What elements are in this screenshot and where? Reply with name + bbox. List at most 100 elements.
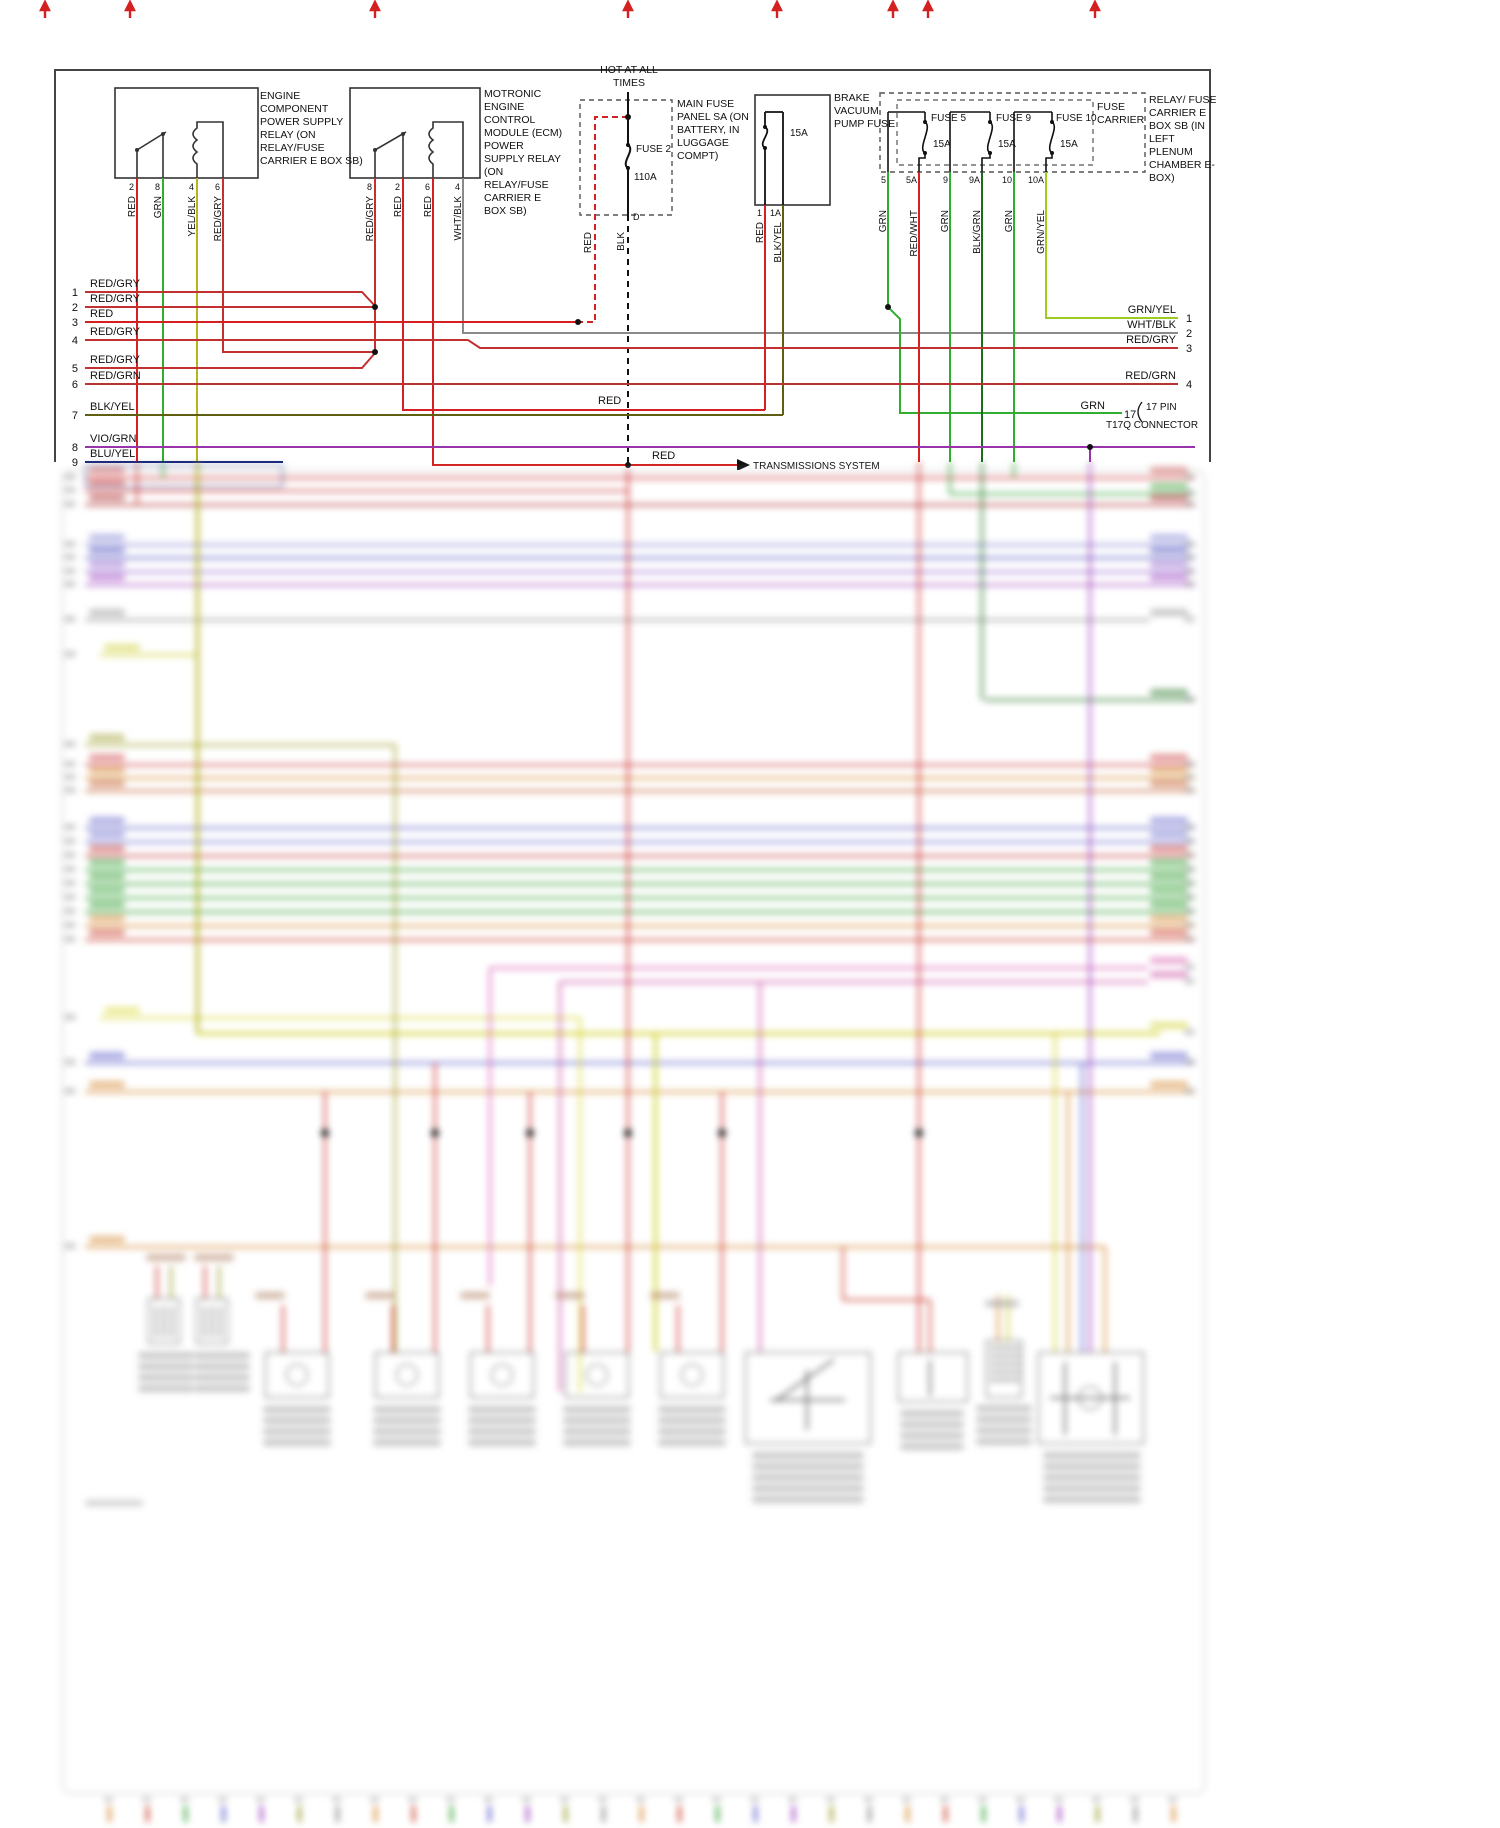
blurred-component-symbol [586, 1364, 608, 1386]
blurred-label-blob [446, 1797, 455, 1802]
blurred-label-blob [64, 922, 76, 928]
blurred-label-blob [636, 1797, 645, 1802]
fuse-name: FUSE 9 [996, 113, 1031, 124]
pin-label: 9A [969, 175, 980, 185]
blurred-label-blob [256, 1797, 265, 1802]
blurred-label-blob [902, 1797, 911, 1802]
blurred-wire [85, 777, 1195, 779]
right-pin-label: WHT/BLK [1127, 319, 1177, 331]
blurred-label-blob [976, 1427, 1032, 1434]
connector-name: T17Q CONNECTOR [1106, 420, 1198, 431]
wire-color-labels: RED GRN YEL/BLK RED/GRY RED/GRY RED RED … [127, 196, 1047, 263]
blurred-junction-dot [526, 1129, 534, 1137]
engine-relay-box [114, 87, 259, 179]
blurred-label-blob [138, 1385, 194, 1392]
left-pin-rows: 1 RED/GRY 2 RED/GRY 3 RED 4 RED/GRY 5 RE… [72, 278, 141, 469]
left-pin-number: 1 [72, 287, 78, 299]
blurred-wire [806, 1370, 808, 1430]
blurred-label-blob [89, 817, 125, 824]
blurred-wire [197, 1031, 1160, 1035]
blurred-label-blob [1150, 547, 1188, 554]
pin-label: 10A [1028, 175, 1044, 185]
blurred-label-blob [1150, 483, 1188, 490]
pin-label: 5 [881, 175, 886, 185]
fuse-rating: 15A [790, 128, 808, 139]
blurred-label-blob [978, 1797, 987, 1802]
blurred-label-blob [1184, 852, 1195, 858]
schematic-top-section: 2 8 4 6 8 2 6 4 1 1A 5 5A 9 9A 10 10A D … [39, 0, 1211, 470]
blurred-label-blob [484, 1797, 493, 1802]
blurred-wire [85, 571, 1195, 573]
blurred-label-blob [408, 1797, 417, 1802]
pin-label: 10 [1002, 175, 1012, 185]
blurred-label-blob [1184, 761, 1195, 767]
blurred-label-blob [1043, 1463, 1141, 1470]
blurred-label-blob [1150, 574, 1188, 581]
wire-red [402, 178, 765, 411]
blurred-bottom-tick [868, 1806, 871, 1822]
blurred-bottom-tick [830, 1806, 833, 1822]
pin-label: 1A [770, 208, 781, 218]
blurred-wire [918, 462, 920, 1352]
blurred-label-blob [1184, 894, 1195, 900]
wire-color-label: GRN [153, 196, 164, 218]
blurred-label-blob [1150, 561, 1188, 568]
blurred-label-blob [1043, 1474, 1141, 1481]
pin-label: 6 [215, 182, 220, 192]
blurred-bottom-tick [1020, 1806, 1023, 1822]
wire-grn-yel [1045, 172, 1178, 319]
blurred-wire [324, 1092, 326, 1352]
blurred-label-blob [1150, 1052, 1188, 1059]
blurred-label-blob [940, 1797, 949, 1802]
left-pin-label: RED/GRY [90, 278, 141, 290]
blurred-wire [85, 1246, 1105, 1248]
blurred-label-blob [263, 1439, 331, 1446]
pin-label: 8 [367, 182, 372, 192]
blurred-component-symbol [681, 1364, 703, 1386]
blurred-label-blob [89, 534, 125, 541]
blurred-label-blob [1184, 581, 1195, 587]
blurred-wire [929, 1360, 931, 1396]
blurred-wire [156, 1266, 158, 1298]
blurred-label-blob [64, 936, 76, 942]
blurred-bottom-tick [146, 1806, 149, 1822]
blurred-label-blob [64, 741, 76, 747]
wire-red [432, 178, 737, 466]
blurred-label-blob [658, 1417, 726, 1424]
blurred-bottom-tick [1172, 1806, 1175, 1822]
blurred-bottom-tick [298, 1806, 301, 1822]
left-pin-label: BLU/YEL [90, 448, 135, 460]
blurred-label-blob [1184, 490, 1195, 496]
blurred-bottom-tick [640, 1806, 643, 1822]
right-pin-label: GRN/YEL [1128, 304, 1176, 316]
blurred-bottom-tick [526, 1806, 529, 1822]
blurred-label-blob [864, 1797, 873, 1802]
blurred-wire [990, 1371, 1020, 1373]
blurred-label-blob [194, 1363, 250, 1370]
wire-color-label: BLK [616, 232, 627, 251]
blurred-label-blob [373, 1428, 441, 1435]
blurred-label-blob [146, 1254, 186, 1261]
blurred-component-box [265, 1352, 329, 1398]
wire-color-label: GRN/YEL [1036, 210, 1047, 254]
blurred-wire [85, 477, 1195, 479]
engine-relay-label: ENGINE COMPONENT POWER SUPPLY RELAY (ON … [260, 90, 363, 168]
blurred-label-blob [674, 1797, 683, 1802]
fuse-carrier-sub-label: FUSE CARRIER [1097, 101, 1145, 127]
left-pin-label: RED [90, 308, 113, 320]
blurred-junction-dot [624, 1129, 632, 1137]
blurred-bottom-tick [450, 1806, 453, 1822]
main-fuse-panel-box [578, 92, 673, 465]
brake-fuse-label: BRAKE VACUUM PUMP FUSE [834, 92, 896, 131]
blurred-label-blob [658, 1428, 726, 1435]
blurred-label-blob [900, 1443, 964, 1450]
left-pin-number: 7 [72, 410, 78, 422]
blurred-label-blob [1184, 474, 1195, 480]
blurred-label-blob [89, 1052, 125, 1059]
blurred-component-box [745, 1352, 871, 1444]
right-pin-rows: GRN/YEL 1 WHT/BLK 2 RED/GRY 3 RED/GRN 4 … [1081, 304, 1199, 431]
blurred-label-blob [263, 1417, 331, 1424]
blurred-wire [1114, 1362, 1116, 1435]
blurred-component-box [470, 1352, 534, 1398]
wire-color-label: GRN [1004, 210, 1015, 232]
